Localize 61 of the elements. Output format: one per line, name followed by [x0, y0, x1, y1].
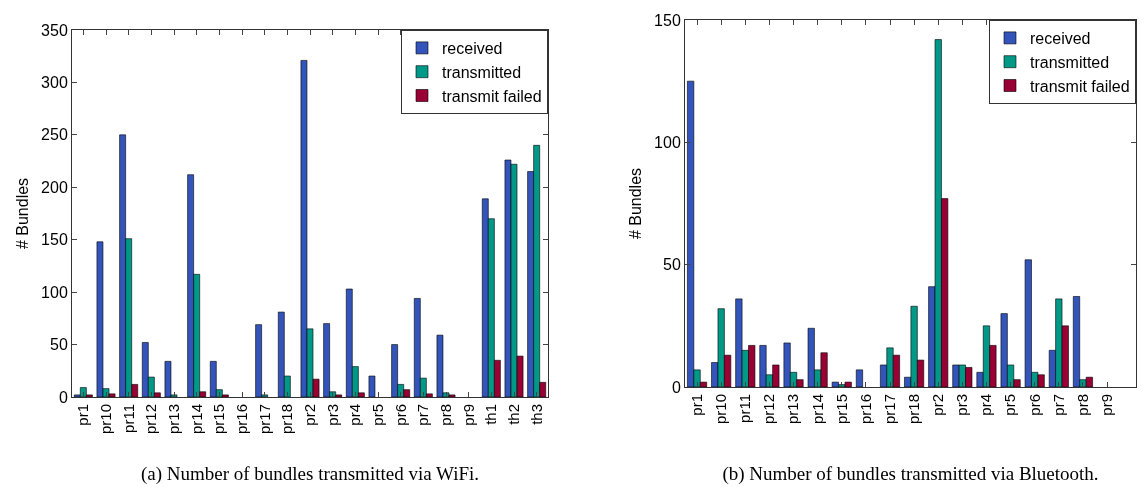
x-tick-label: pr16 [856, 394, 874, 425]
x-tick-label: pr5 [368, 404, 386, 426]
x-tick-label: pr10 [96, 404, 114, 435]
x-tick-label: pr14 [187, 404, 205, 435]
x-tick-label: pr2 [300, 404, 318, 426]
x-tick-label: pr16 [232, 404, 250, 435]
y-tick-label: 200 [41, 178, 68, 196]
y-tick-label: 0 [671, 378, 681, 396]
x-tick-label: pr6 [391, 404, 409, 426]
y-axis-title: # Bundles [14, 177, 31, 250]
y-tick-label: 50 [663, 256, 681, 274]
x-tick-label: pr12 [760, 394, 778, 425]
x-tick-label: pr18 [278, 404, 296, 435]
x-tick-label: th2 [504, 404, 522, 425]
x-tick-label: th1 [482, 404, 500, 425]
legend-label: transmit failed [1030, 77, 1130, 95]
text: (a) Number of bundles transmitted via WiFi. [140, 462, 480, 485]
x-tick-label: pr8 [436, 404, 454, 426]
legend-label: transmit failed [442, 87, 542, 105]
x-tick-label: pr7 [414, 404, 432, 426]
x-tick-label: pr18 [904, 394, 922, 425]
x-tick-label: pr4 [977, 394, 995, 416]
x-tick-label: pr8 [1073, 394, 1091, 416]
x-tick-label: pr3 [953, 394, 971, 416]
x-tick-label: pr15 [832, 394, 850, 425]
x-tick-label: pr15 [210, 404, 228, 435]
y-tick-label: 150 [41, 231, 68, 249]
legend-label: transmitted [442, 63, 522, 81]
x-tick-label: pr7 [1049, 394, 1067, 416]
x-tick-label: pr17 [880, 394, 898, 425]
y-tick-label: 150 [654, 11, 681, 29]
y-tick-label: 300 [41, 74, 68, 92]
x-tick-label: pr10 [712, 394, 730, 425]
x-tick-label: pr1 [74, 404, 92, 426]
x-tick-label: pr13 [784, 394, 802, 425]
x-tick-label: pr11 [119, 404, 137, 433]
x-tick-label: pr6 [1025, 394, 1043, 416]
x-tick-label: th3 [527, 404, 545, 425]
x-tick-label: pr9 [459, 404, 477, 426]
x-tick-label: pr4 [346, 404, 364, 426]
x-tick-label: pr9 [1097, 394, 1115, 416]
y-tick-label: 0 [58, 388, 68, 406]
text: (b) Number of bundles transmitted via Bluetooth. [722, 462, 1099, 485]
legend-label: received [1030, 30, 1091, 48]
x-tick-label: pr17 [255, 404, 273, 435]
x-tick-label: pr13 [164, 404, 182, 435]
x-tick-label: pr11 [736, 394, 754, 423]
y-tick-label: 100 [41, 283, 68, 301]
x-tick-label: pr2 [929, 394, 947, 416]
y-axis-title: # Bundles [627, 167, 644, 240]
y-tick-label: 250 [41, 126, 68, 144]
legend-label: received [442, 40, 503, 58]
y-tick-label: 50 [50, 336, 68, 354]
x-tick-label: pr5 [1001, 394, 1019, 416]
x-tick-label: pr1 [687, 394, 705, 416]
x-tick-label: pr3 [323, 404, 341, 426]
legend-label: transmitted [1030, 53, 1110, 71]
y-tick-label: 100 [654, 133, 681, 151]
x-tick-label: pr12 [142, 404, 160, 435]
x-tick-label: pr14 [808, 394, 826, 425]
y-tick-label: 350 [41, 21, 68, 39]
